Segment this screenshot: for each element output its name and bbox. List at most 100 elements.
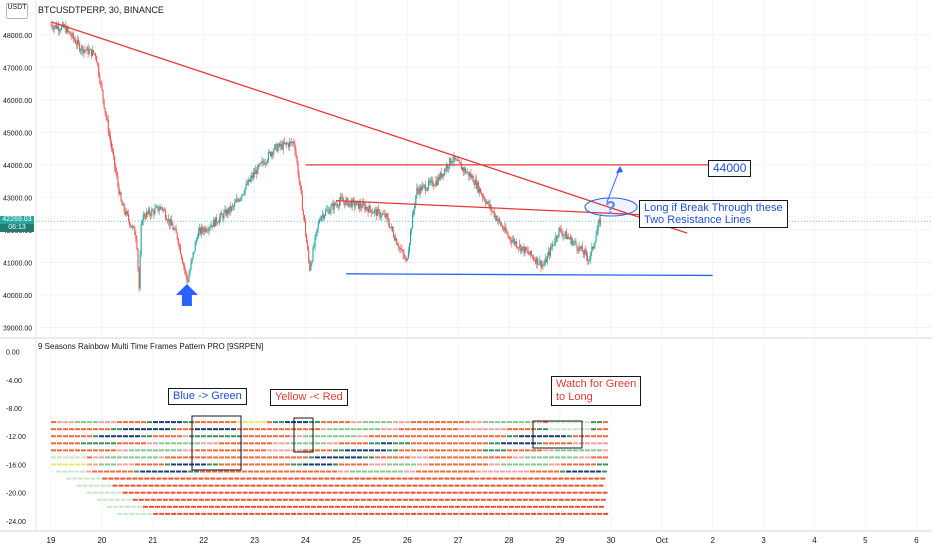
candle-body[interactable] [529, 250, 531, 255]
candle-body[interactable] [574, 241, 576, 242]
candle-body[interactable] [560, 228, 562, 233]
candle-body[interactable] [400, 248, 402, 250]
candle-body[interactable] [114, 155, 116, 167]
candle-body[interactable] [201, 227, 203, 234]
candle-body[interactable] [264, 162, 266, 165]
candle-body[interactable] [200, 228, 202, 234]
candle-body[interactable] [484, 197, 486, 202]
candle-body[interactable] [169, 218, 171, 226]
candle-body[interactable] [73, 38, 75, 41]
candle-body[interactable] [503, 229, 505, 231]
candle-body[interactable] [567, 236, 570, 239]
candle-body[interactable] [175, 228, 177, 233]
candle-body[interactable] [352, 199, 354, 201]
candle-body[interactable] [321, 214, 324, 217]
candle-body[interactable] [370, 209, 372, 214]
candle-body[interactable] [256, 170, 258, 174]
candle-body[interactable] [478, 188, 481, 193]
candle-body[interactable] [310, 264, 312, 271]
candle-body[interactable] [456, 159, 458, 161]
candle-body[interactable] [268, 152, 271, 153]
candle-body[interactable] [254, 172, 256, 175]
candle-body[interactable] [119, 192, 121, 195]
candle-body[interactable] [61, 26, 63, 30]
yellow-red-annotation[interactable]: Yellow -< Red [270, 389, 348, 406]
candle-body[interactable] [74, 40, 76, 44]
candle-body[interactable] [284, 142, 286, 144]
candle-body[interactable] [424, 185, 426, 191]
candle-body[interactable] [192, 252, 194, 258]
candle-body[interactable] [130, 225, 132, 226]
candle-body[interactable] [260, 162, 262, 164]
candle-body[interactable] [95, 53, 97, 57]
candle-body[interactable] [300, 185, 302, 194]
candle-body[interactable] [475, 179, 477, 189]
candle-body[interactable] [561, 232, 563, 236]
candle-body[interactable] [237, 199, 239, 201]
candle-body[interactable] [228, 206, 230, 214]
candle-body[interactable] [178, 244, 180, 246]
candle-body[interactable] [543, 264, 545, 266]
candle-body[interactable] [485, 201, 487, 204]
candle-body[interactable] [380, 216, 382, 218]
candle-body[interactable] [581, 246, 583, 253]
candle-body[interactable] [572, 241, 574, 245]
candle-body[interactable] [309, 260, 311, 271]
candle-body[interactable] [283, 141, 285, 144]
breakout-arrow[interactable] [606, 167, 621, 203]
candle-body[interactable] [145, 212, 148, 218]
candle-body[interactable] [540, 260, 542, 268]
candle-body[interactable] [355, 201, 357, 206]
candle-body[interactable] [210, 225, 212, 228]
candle-body[interactable] [270, 152, 272, 157]
candle-body[interactable] [493, 211, 495, 218]
candle-body[interactable] [401, 249, 403, 251]
candle-body[interactable] [255, 170, 257, 175]
candle-body[interactable] [432, 179, 434, 186]
candle-body[interactable] [163, 209, 166, 211]
candle-body[interactable] [376, 209, 378, 216]
candle-body[interactable] [150, 214, 152, 216]
candle-body[interactable] [398, 246, 400, 249]
candle-body[interactable] [146, 212, 149, 214]
candle-body[interactable] [351, 199, 353, 208]
candle-body[interactable] [220, 213, 222, 218]
candle-body[interactable] [308, 249, 310, 261]
candle-body[interactable] [258, 165, 260, 166]
candle-body[interactable] [320, 216, 323, 220]
candle-body[interactable] [381, 213, 383, 217]
candle-body[interactable] [265, 162, 267, 164]
candle-body[interactable] [386, 213, 388, 218]
candle-body[interactable] [303, 215, 306, 222]
candle-body[interactable] [305, 221, 307, 235]
candle-body[interactable] [302, 210, 304, 216]
candle-body[interactable] [311, 261, 313, 265]
candle-body[interactable] [241, 194, 243, 198]
candle-body[interactable] [411, 228, 413, 232]
candle-body[interactable] [524, 247, 526, 254]
candle-body[interactable] [511, 240, 513, 243]
candle-body[interactable] [250, 175, 253, 179]
candle-body[interactable] [474, 179, 476, 185]
candle-body[interactable] [257, 165, 259, 174]
candle-body[interactable] [93, 53, 96, 55]
candle-body[interactable] [463, 167, 465, 172]
candle-body[interactable] [159, 206, 161, 210]
candle-body[interactable] [577, 249, 579, 251]
candle-body[interactable] [472, 175, 474, 183]
candle-body[interactable] [570, 237, 572, 240]
candle-body[interactable] [408, 243, 411, 252]
candle-body[interactable] [358, 201, 360, 209]
candle-body[interactable] [331, 203, 333, 206]
candle-body[interactable] [225, 209, 227, 216]
candle-body[interactable] [187, 279, 189, 282]
candle-body[interactable] [506, 232, 508, 234]
candle-body[interactable] [116, 171, 118, 177]
candle-body[interactable] [247, 179, 249, 185]
candle-body[interactable] [186, 272, 188, 280]
candle-body[interactable] [211, 225, 213, 227]
candle-body[interactable] [52, 27, 54, 30]
candle-body[interactable] [86, 47, 88, 51]
candle-body[interactable] [259, 162, 261, 166]
